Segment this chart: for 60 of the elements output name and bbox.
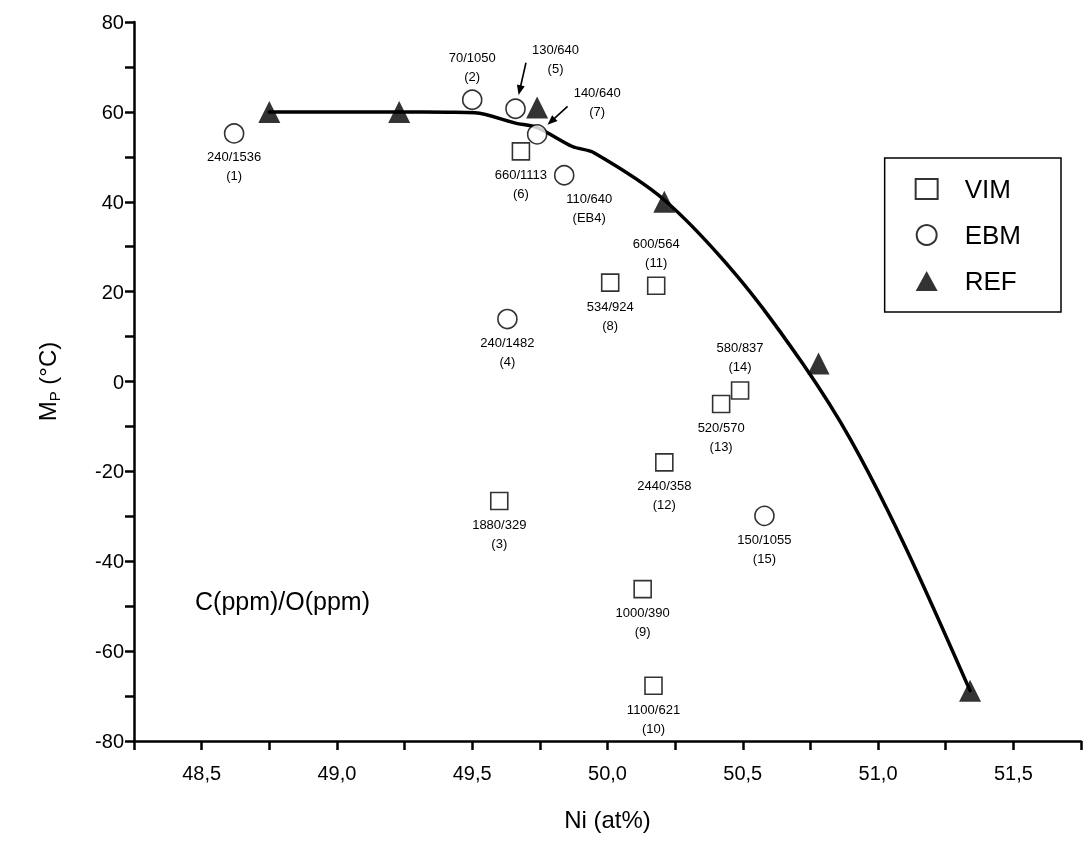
- data-label: 240/1482 (4): [480, 335, 535, 370]
- x-tick-label: 48,5: [182, 762, 222, 784]
- y-tick-label: 60: [101, 100, 124, 123]
- y-tick-label: -80: [95, 730, 124, 752]
- point: [600, 273, 620, 292]
- point: [633, 579, 652, 599]
- point: [461, 89, 483, 111]
- data-label: 1100/621 (10): [626, 701, 681, 736]
- y-tick-label: 20: [101, 280, 124, 303]
- y-tick-label: 0: [112, 370, 124, 393]
- data-label: 520/570 (13): [697, 419, 745, 454]
- point: [653, 190, 676, 213]
- data-label: 70/1050 (2): [448, 49, 496, 84]
- x-tick-label: 49,5: [452, 762, 492, 784]
- point: [497, 308, 518, 330]
- legend-label: VIM: [964, 174, 1011, 204]
- y-axis-title: MP (°C): [34, 341, 63, 422]
- point: [511, 142, 531, 161]
- point: [711, 394, 731, 414]
- data-label: 130/640 (5): [532, 41, 580, 76]
- point: [646, 276, 666, 296]
- legend-label: REF: [964, 266, 1017, 296]
- data-label: 150/1055 (15): [737, 531, 792, 566]
- data-label: 1880/329 (3): [472, 517, 527, 552]
- point: [655, 453, 674, 472]
- point: [223, 123, 245, 144]
- point: [526, 124, 548, 145]
- data-label: 534/924 (8): [586, 298, 634, 333]
- point: [807, 352, 830, 375]
- x-tick-label: 50,0: [588, 762, 627, 784]
- point: [644, 676, 663, 696]
- y-tick-label: -40: [95, 550, 124, 573]
- x-axis-title: Ni (at%): [564, 805, 651, 833]
- data-label: 140/640 (7): [573, 85, 621, 120]
- data-label: 240/1536 (1): [206, 149, 262, 184]
- legend-label: EBM: [964, 220, 1021, 250]
- point: [388, 100, 411, 123]
- y-tick-label: 80: [101, 11, 124, 33]
- data-label: 110/640 (EB4): [566, 191, 613, 226]
- x-tick-label: 49,0: [317, 762, 357, 784]
- data-label: 660/1113 (6): [494, 167, 548, 202]
- y-tick-label: -20: [95, 460, 124, 483]
- data-label: 1000/390 (9): [615, 605, 670, 640]
- point: [526, 96, 549, 119]
- y-tick-label: -60: [95, 640, 124, 663]
- point: [553, 164, 575, 186]
- x-tick-label: 51,5: [993, 762, 1033, 784]
- point: [489, 491, 509, 511]
- data-label: 600/564 (11): [632, 235, 680, 270]
- point: [959, 679, 982, 702]
- data-label: 2440/358 (12): [637, 478, 692, 513]
- annotation: C(ppm)/O(ppm): [195, 586, 371, 615]
- y-tick-label: 40: [101, 190, 124, 213]
- point: [505, 98, 526, 120]
- x-tick-label: 51,0: [858, 762, 898, 784]
- point: [258, 100, 281, 123]
- data-label: 580/837 (14): [716, 340, 764, 375]
- x-tick-label: 50,5: [723, 762, 763, 784]
- point: [754, 505, 775, 527]
- point: [730, 381, 750, 400]
